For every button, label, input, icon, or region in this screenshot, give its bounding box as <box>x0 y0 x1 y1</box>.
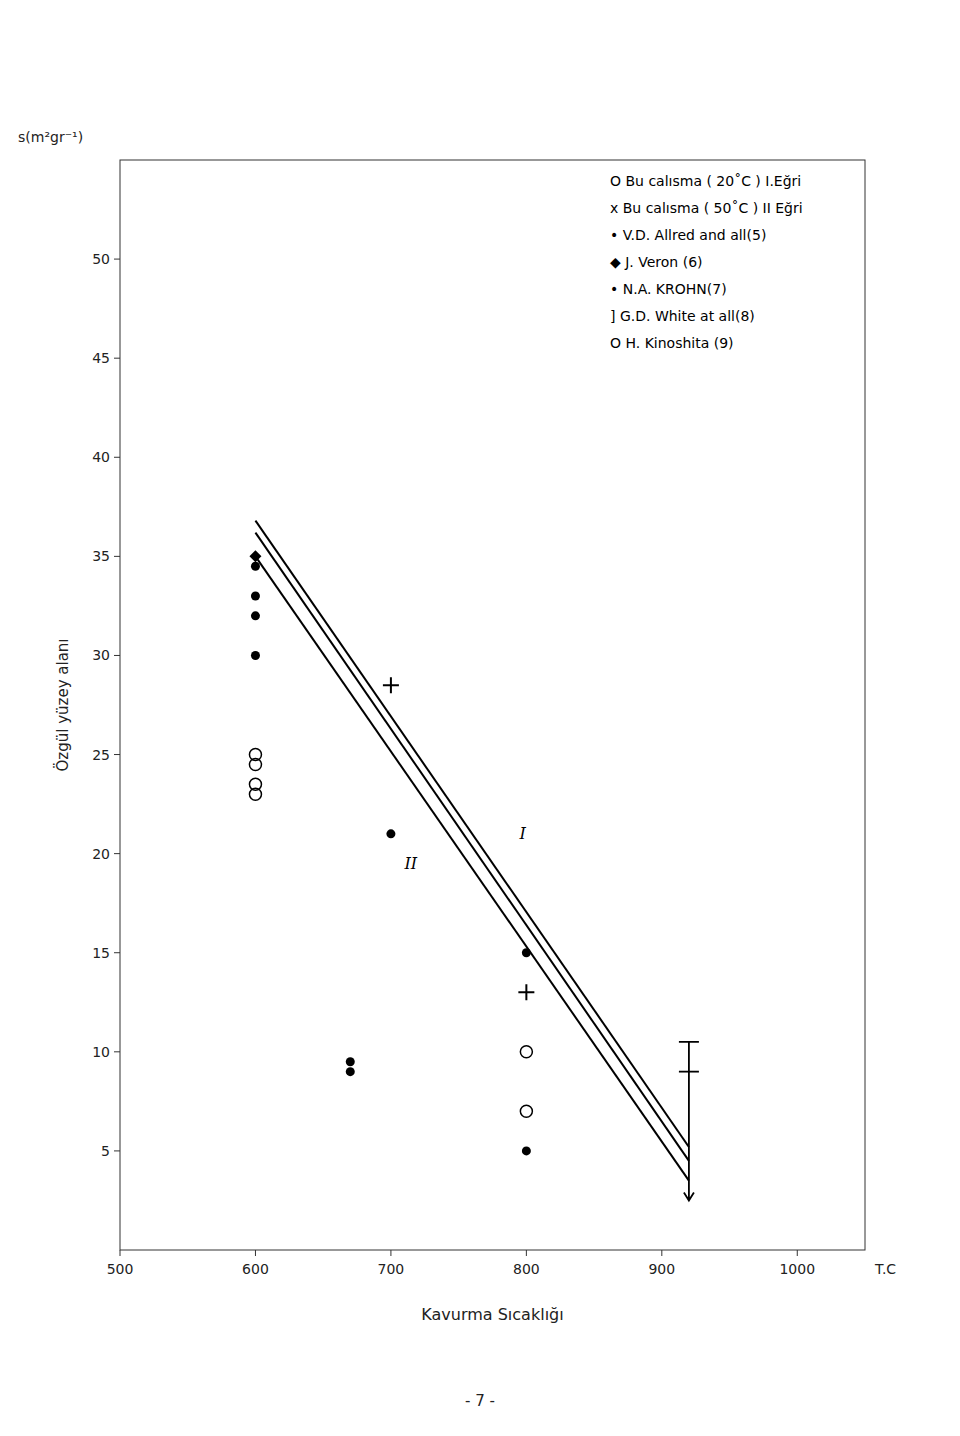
open-circle-point <box>249 788 261 800</box>
legend-entry: x Bu calısma ( 50˚C ) II Eğri <box>610 200 803 216</box>
x-tick-label: 500 <box>107 1261 134 1277</box>
y-tick <box>114 754 120 755</box>
chart: 50060070080090010005101520253035404550II… <box>0 0 960 1436</box>
y-tick <box>114 358 120 359</box>
filled-circle-point <box>251 562 260 571</box>
legend-entry: • N.A. KROHN(7) <box>610 281 727 297</box>
legend-entry: O Bu calısma ( 20˚C ) I.Eğri <box>610 173 801 189</box>
diamond-point <box>249 550 261 562</box>
y-tick <box>114 457 120 458</box>
x-tick-label: 1000 <box>779 1261 815 1277</box>
legend-entry: ] G.D. White at all(8) <box>610 308 755 324</box>
x-tick <box>661 1250 662 1256</box>
legend-entry: • V.D. Allred and all(5) <box>610 227 766 243</box>
regression-line <box>255 521 688 1147</box>
y-unit: s(m²gr⁻¹) <box>18 129 83 145</box>
range-center <box>679 1071 699 1073</box>
open-circle-point <box>249 758 261 770</box>
marks <box>249 521 698 1201</box>
filled-circle-point <box>386 829 395 838</box>
y-tick-label: 50 <box>92 251 110 267</box>
y-tick <box>114 1150 120 1151</box>
background <box>0 0 960 1436</box>
y-tick-label: 10 <box>92 1044 110 1060</box>
y-axis-label: Özgül yüzey alanı <box>53 638 72 771</box>
open-circle-point <box>520 1105 532 1117</box>
y-tick-label: 30 <box>92 647 110 663</box>
y-tick-label: 25 <box>92 747 110 763</box>
y-tick-label: 40 <box>92 449 110 465</box>
x-tick-label: 900 <box>648 1261 675 1277</box>
x-tick <box>255 1250 256 1256</box>
x-tick-label: 700 <box>378 1261 405 1277</box>
plot-frame <box>120 160 865 1250</box>
x-tick-label: 600 <box>242 1261 269 1277</box>
open-circle-point <box>520 1046 532 1058</box>
range-bracket <box>679 1042 699 1201</box>
filled-circle-point <box>522 948 531 957</box>
y-tick <box>114 952 120 953</box>
regression-line <box>255 556 688 1180</box>
curve-label: II <box>403 854 417 873</box>
y-tick-label: 45 <box>92 350 110 366</box>
x-tick <box>120 1250 121 1256</box>
filled-circle-point <box>251 611 260 620</box>
y-tick <box>114 1051 120 1052</box>
curve-label: I <box>519 824 527 843</box>
filled-circle-point <box>346 1067 355 1076</box>
x-tick <box>390 1250 391 1256</box>
y-tick-label: 5 <box>101 1143 110 1159</box>
filled-circle-point <box>522 1146 531 1155</box>
y-tick-label: 35 <box>92 548 110 564</box>
filled-circle-point <box>251 651 260 660</box>
regression-line <box>255 533 688 1161</box>
plus-point <box>518 984 534 1000</box>
y-tick-label: 15 <box>92 945 110 961</box>
legend: O Bu calısma ( 20˚C ) I.Eğri x Bu calısma… <box>610 173 803 351</box>
y-tick <box>114 853 120 854</box>
filled-circle-point <box>251 592 260 601</box>
y-tick <box>114 655 120 656</box>
y-tick <box>114 556 120 557</box>
x-tick-label: 800 <box>513 1261 540 1277</box>
x-tick <box>526 1250 527 1256</box>
page-number: - 7 - <box>465 1392 495 1410</box>
legend-entry: O H. Kinoshita (9) <box>610 335 734 351</box>
y-tick <box>114 259 120 260</box>
y-tick-label: 20 <box>92 846 110 862</box>
x-axis-label: Kavurma Sıcaklığı <box>421 1305 563 1324</box>
axes: 500 600 700 800 900 1000 5 10 15 20 25 30 35 40 45 50 <box>92 251 815 1277</box>
filled-circle-point <box>346 1057 355 1066</box>
x-tick <box>797 1250 798 1256</box>
legend-entry: ◆ J. Veron (6) <box>610 254 703 270</box>
x-unit: T.C <box>874 1261 896 1277</box>
plus-point <box>383 677 399 693</box>
